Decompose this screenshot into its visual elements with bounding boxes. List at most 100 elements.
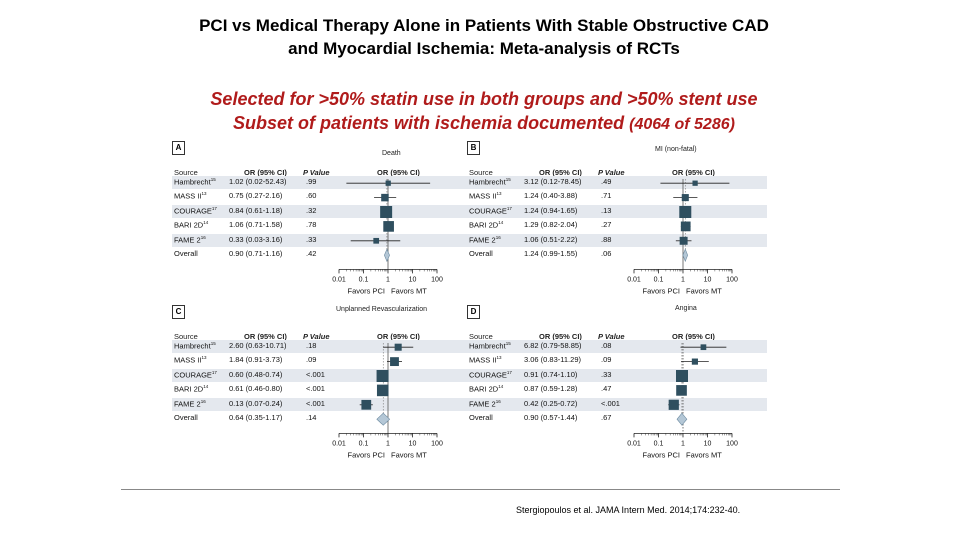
panel-outcome-label: MI (non-fatal) — [655, 146, 697, 153]
overall-diamond — [384, 248, 390, 262]
favors-mt-label: Favors MT — [391, 286, 427, 295]
favors-pci-label: Favors PCI — [347, 450, 385, 459]
study-point-estimate — [361, 399, 372, 410]
study-point-estimate — [691, 358, 698, 365]
odds-ratio-ci: 6.82 (0.79-58.85) — [524, 341, 582, 350]
panel-outcome-label: Death — [382, 150, 401, 157]
study-point-estimate — [692, 180, 698, 186]
study-row: MASS II13 1.24 (0.40-3.88) .71 — [467, 190, 767, 203]
odds-ratio-ci: 3.06 (0.83-11.29) — [524, 355, 581, 365]
overall-row: Overall 0.64 (0.35-1.17) .14 — [172, 412, 472, 425]
study-point-estimate — [390, 357, 399, 367]
p-value: .33 — [601, 369, 612, 379]
odds-ratio-ci: 1.02 (0.02-52.43) — [229, 177, 287, 186]
header-or-ci: OR (95% CI) — [539, 168, 582, 177]
overall-row: Overall 0.90 (0.71-1.16) .42 — [172, 248, 472, 261]
forest-panel-b: B MI (non-fatal) Source OR (95% CI) P Value O… — [467, 141, 767, 296]
p-value: .08 — [601, 341, 612, 350]
study-source: BARI 2D14 — [174, 220, 209, 230]
odds-ratio-ci: 2.60 (0.63-10.71) — [229, 341, 287, 350]
study-reference: 14 — [203, 220, 209, 226]
footer-divider — [121, 489, 840, 490]
study-source: Hambrecht15 — [469, 341, 511, 351]
favors-mt-label: Favors MT — [391, 450, 427, 459]
header-plot-or-ci: OR (95% CI) — [377, 332, 420, 341]
forest-panel-d: D Angina Source OR (95% CI) P Value OR (95% C… — [467, 305, 767, 460]
odds-ratio-ci: 1.29 (0.82-2.04) — [524, 220, 578, 230]
panel-letter: A — [172, 141, 185, 155]
study-source: Overall — [469, 413, 493, 422]
p-value: .33 — [306, 234, 317, 244]
study-reference: 13 — [201, 191, 207, 197]
study-row: MASS II13 1.84 (0.91-3.73) .09 — [172, 354, 472, 367]
study-source: Hambrecht15 — [174, 177, 216, 187]
panel-letter: D — [467, 305, 480, 319]
overall-row: Overall 0.90 (0.57-1.44) .67 — [467, 412, 767, 425]
subtitle-subset-fraction: (4064 of 5286) — [629, 116, 735, 133]
panel-letter: B — [467, 141, 480, 155]
study-point-estimate — [383, 221, 394, 232]
p-value: .32 — [306, 205, 317, 215]
study-point-estimate — [668, 399, 679, 410]
odds-ratio-ci: 0.33 (0.03-3.16) — [229, 234, 283, 244]
study-reference: 14 — [203, 384, 209, 390]
x-tick-label: 0.01 — [332, 440, 346, 447]
study-source: COURAGE17 — [469, 369, 512, 380]
header-p-value: P Value — [303, 332, 330, 341]
header-plot-or-ci: OR (95% CI) — [377, 168, 420, 177]
x-tick-label: 10 — [704, 276, 712, 283]
study-reference: 16 — [200, 398, 206, 404]
forest-plot-svg: 0.01 0.1 1 10 100 Favors PCI Favors MT — [332, 179, 443, 295]
favors-mt-label: Favors MT — [686, 286, 722, 295]
study-point-estimate — [679, 236, 688, 245]
favors-mt-label: Favors MT — [686, 450, 722, 459]
study-row: Hambrecht15 6.82 (0.79-58.85) .08 — [467, 340, 767, 353]
p-value: .18 — [306, 341, 317, 350]
x-tick-label: 100 — [431, 440, 443, 447]
panel-letter: C — [172, 305, 185, 319]
study-source: BARI 2D14 — [469, 220, 504, 230]
p-value: .78 — [306, 220, 317, 230]
study-reference: 14 — [498, 384, 504, 390]
x-tick-label: 100 — [431, 276, 443, 283]
study-source: Overall — [174, 413, 198, 422]
p-value: .13 — [601, 205, 612, 215]
study-reference: 17 — [506, 205, 512, 211]
header-or-ci: OR (95% CI) — [244, 168, 287, 177]
p-value: <.001 — [306, 398, 325, 408]
study-source: COURAGE17 — [469, 205, 512, 216]
p-value: .99 — [306, 177, 317, 186]
odds-ratio-ci: 0.75 (0.27-2.16) — [229, 191, 283, 201]
overall-diamond — [376, 412, 391, 426]
study-reference: 13 — [496, 191, 502, 197]
odds-ratio-ci: 1.06 (0.71-1.58) — [229, 220, 283, 230]
study-point-estimate — [675, 370, 688, 382]
study-source: FAME 216 — [174, 398, 206, 409]
p-value: .09 — [601, 355, 612, 365]
study-row: BARI 2D14 0.87 (0.59-1.28) .47 — [467, 383, 767, 396]
study-point-estimate — [385, 180, 391, 186]
header-source: Source — [469, 168, 493, 177]
study-reference: 13 — [496, 355, 502, 361]
favors-pci-label: Favors PCI — [642, 286, 680, 295]
header-or-ci: OR (95% CI) — [244, 332, 287, 341]
study-source: MASS II13 — [469, 355, 502, 365]
study-row: BARI 2D14 0.61 (0.46-0.80) <.001 — [172, 383, 472, 396]
study-row: FAME 216 0.13 (0.07-0.24) <.001 — [172, 397, 472, 411]
favors-pci-label: Favors PCI — [642, 450, 680, 459]
study-row: FAME 216 0.42 (0.25-0.72) <.001 — [467, 397, 767, 411]
p-value: .60 — [306, 191, 317, 201]
subtitle-selection: Selected for >50% statin use in both gro… — [210, 89, 758, 109]
study-point-estimate — [394, 343, 402, 351]
study-source: BARI 2D14 — [469, 384, 504, 394]
header-source: Source — [469, 332, 493, 341]
study-row: BARI 2D14 1.06 (0.71-1.58) .78 — [172, 219, 472, 232]
x-tick-label: 0.1 — [654, 276, 664, 283]
header-source: Source — [174, 332, 198, 341]
study-row: COURAGE17 0.60 (0.48-0.74) <.001 — [172, 368, 472, 382]
study-row: Hambrecht15 1.02 (0.02-52.43) .99 — [172, 176, 472, 189]
study-row: MASS II13 0.75 (0.27-2.16) .60 — [172, 190, 472, 203]
study-reference: 15 — [505, 341, 511, 346]
p-value: <.001 — [601, 398, 620, 408]
odds-ratio-ci: 0.60 (0.48-0.74) — [229, 369, 283, 379]
